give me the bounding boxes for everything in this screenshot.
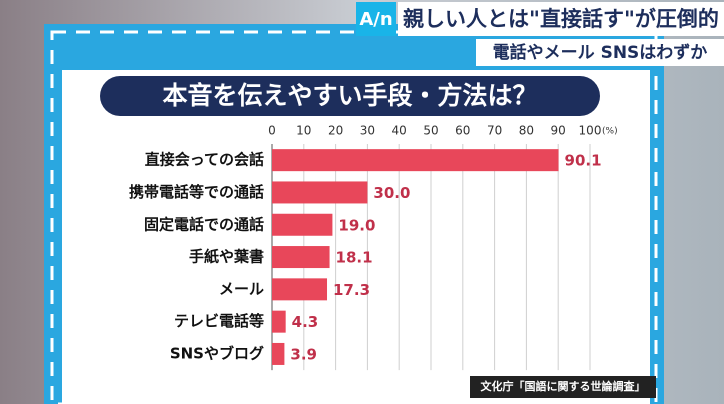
x-tick-label: 80: [519, 124, 534, 138]
x-tick-label: 50: [423, 124, 438, 138]
y-tick-label: 手紙や葉書: [189, 248, 264, 266]
y-tick-label: テレビ電話等: [174, 312, 264, 330]
headline: 親しい人とは"直接話す"が圧倒的: [403, 7, 719, 31]
chart-panel: [62, 70, 650, 404]
x-unit: (%): [602, 127, 618, 137]
subheadline: 電話やメール SNSはわずか: [493, 42, 708, 63]
x-tick-label: 100: [579, 124, 602, 138]
x-tick-label: 90: [551, 124, 566, 138]
value-label: 18.1: [336, 249, 373, 267]
bar: [272, 342, 285, 365]
bar: [272, 246, 330, 269]
bar: [272, 149, 559, 172]
board-border: [50, 30, 658, 404]
x-tick-label: 10: [296, 124, 311, 138]
source-box: [470, 376, 656, 398]
y-tick-label: メール: [219, 280, 264, 298]
y-tick-label: 固定電話での通話: [144, 215, 264, 233]
bar: [272, 278, 328, 301]
y-tick-label: SNSやブログ: [170, 344, 264, 362]
title-pill: [100, 76, 600, 116]
y-tick-label: 直接会っての会話: [145, 151, 264, 169]
logo-box: [356, 2, 396, 36]
x-tick-label: 70: [487, 124, 502, 138]
logo: A/n: [359, 9, 392, 30]
y-tick-label: 携帯電話等での通話: [129, 183, 264, 201]
value-label: 19.0: [338, 216, 375, 234]
value-label: 90.1: [565, 152, 602, 170]
bar: [272, 310, 286, 333]
value-label: 17.3: [333, 281, 370, 299]
x-tick-label: 20: [328, 124, 343, 138]
x-tick-label: 30: [360, 124, 375, 138]
chart-title: 本音を伝えやすい手段・方法は？: [162, 81, 537, 110]
bar: [272, 181, 368, 204]
x-tick-label: 40: [392, 124, 407, 138]
bar: [272, 213, 333, 236]
x-tick-label: 60: [455, 124, 470, 138]
value-label: 4.3: [292, 313, 319, 331]
source: 文化庁「国語に関する世論調査」: [481, 379, 646, 393]
value-label: 30.0: [373, 184, 410, 202]
x-tick-label: 0: [268, 124, 276, 138]
value-label: 3.9: [290, 345, 317, 363]
subheadline-box: [476, 39, 724, 66]
headline-box: [398, 2, 724, 36]
